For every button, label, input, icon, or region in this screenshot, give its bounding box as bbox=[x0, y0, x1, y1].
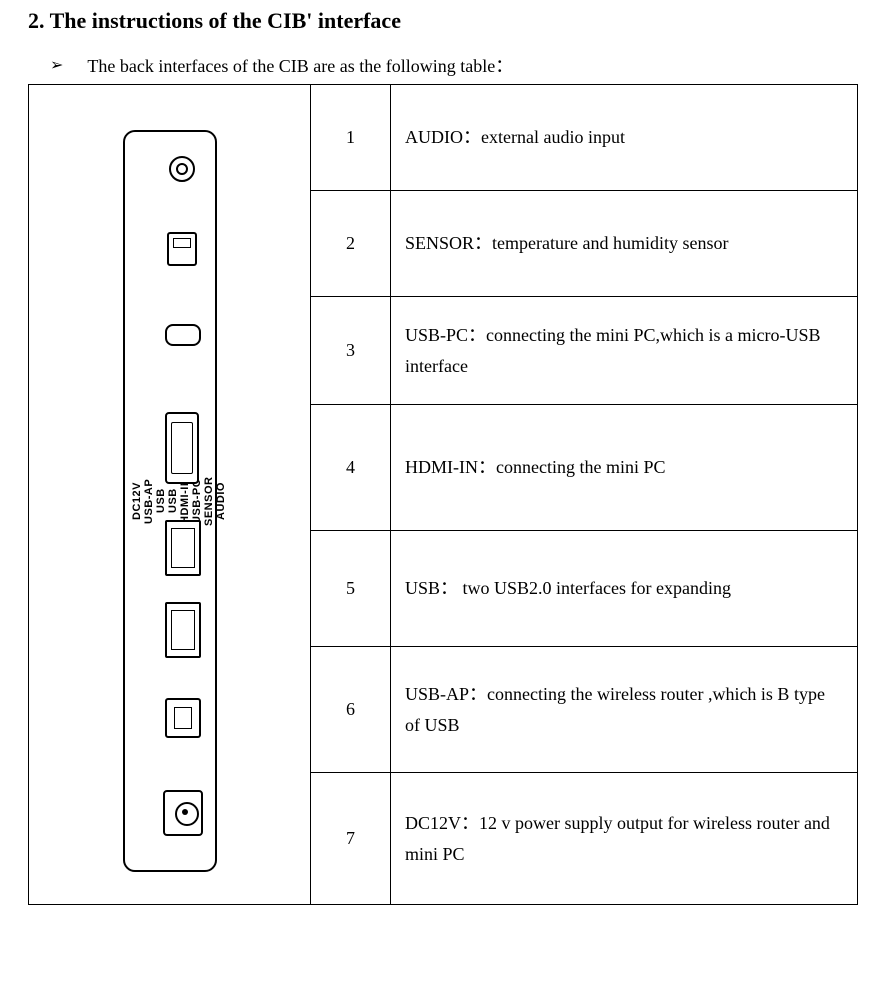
arrow-icon: ➢ bbox=[50, 55, 63, 75]
interface-table: DC12V USB-AP USB USB HDMI-IN USB-PC SENS… bbox=[28, 84, 858, 905]
row-description: AUDIO：external audio input bbox=[391, 85, 858, 191]
row-number: 4 bbox=[311, 405, 391, 531]
dc12v-port-icon bbox=[163, 790, 203, 836]
row-number: 7 bbox=[311, 773, 391, 905]
panel-labels: DC12V USB-AP USB USB HDMI-IN USB-PC SENS… bbox=[131, 144, 145, 858]
usb2-port-icon bbox=[165, 602, 201, 658]
usbpc-port-icon bbox=[165, 324, 201, 346]
row-description: USB-PC：connecting the mini PC,which is a… bbox=[391, 297, 858, 405]
sensor-port-icon bbox=[167, 232, 197, 266]
label-usb2: USB bbox=[155, 144, 167, 858]
row-number: 5 bbox=[311, 531, 391, 647]
row-description: USB： two USB2.0 interfaces for expanding bbox=[391, 531, 858, 647]
bullet-text: The back interfaces of the CIB are as th… bbox=[87, 52, 513, 78]
diagram-cell: DC12V USB-AP USB USB HDMI-IN USB-PC SENS… bbox=[29, 85, 311, 905]
label-usbap: USB-AP bbox=[143, 144, 155, 858]
row-description: HDMI-IN：connecting the mini PC bbox=[391, 405, 858, 531]
bullet-line: ➢ The back interfaces of the CIB are as … bbox=[50, 52, 858, 78]
audio-port-icon bbox=[169, 156, 195, 182]
row-number: 1 bbox=[311, 85, 391, 191]
section-heading: 2. The instructions of the CIB' interfac… bbox=[28, 8, 858, 34]
row-description: SENSOR：temperature and humidity sensor bbox=[391, 191, 858, 297]
interface-panel-diagram: DC12V USB-AP USB USB HDMI-IN USB-PC SENS… bbox=[123, 130, 217, 872]
label-sensor: SENSOR bbox=[203, 144, 215, 858]
row-description: DC12V：12 v power supply output for wirel… bbox=[391, 773, 858, 905]
row-number: 2 bbox=[311, 191, 391, 297]
row-description: USB-AP：connecting the wireless router ,w… bbox=[391, 647, 858, 773]
hdmi-port-icon bbox=[165, 412, 199, 484]
usbap-port-icon bbox=[165, 698, 201, 738]
label-audio: AUDIO bbox=[215, 144, 227, 858]
row-number: 3 bbox=[311, 297, 391, 405]
usb1-port-icon bbox=[165, 520, 201, 576]
label-dc12v: DC12V bbox=[131, 144, 143, 858]
row-number: 6 bbox=[311, 647, 391, 773]
